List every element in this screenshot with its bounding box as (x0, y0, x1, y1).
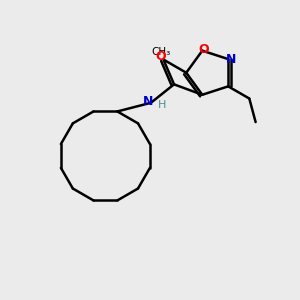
Text: N: N (143, 95, 154, 108)
Text: O: O (199, 43, 209, 56)
Text: N: N (225, 52, 236, 66)
Text: O: O (155, 50, 166, 63)
Text: H: H (158, 100, 166, 110)
Text: CH₃: CH₃ (151, 47, 170, 57)
